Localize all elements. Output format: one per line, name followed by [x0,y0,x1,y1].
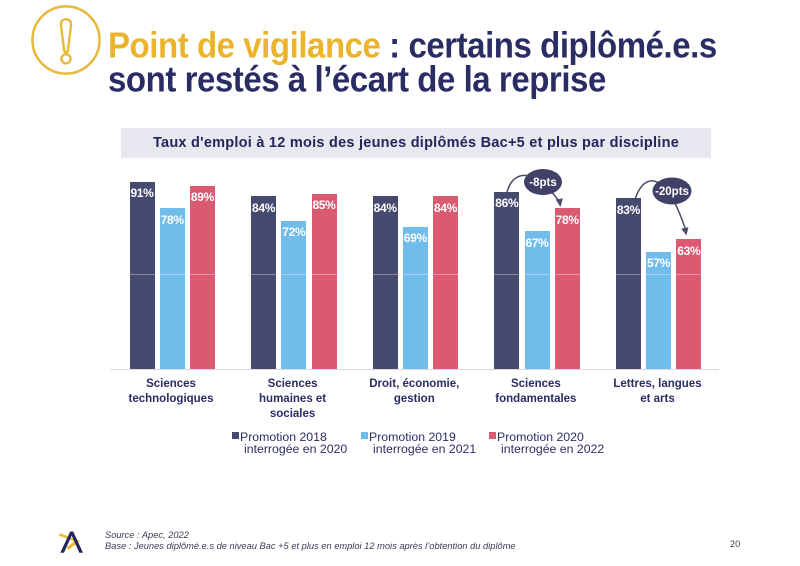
svg-text:-20pts: -20pts [655,186,689,198]
svg-text:-8pts: -8pts [529,177,556,189]
